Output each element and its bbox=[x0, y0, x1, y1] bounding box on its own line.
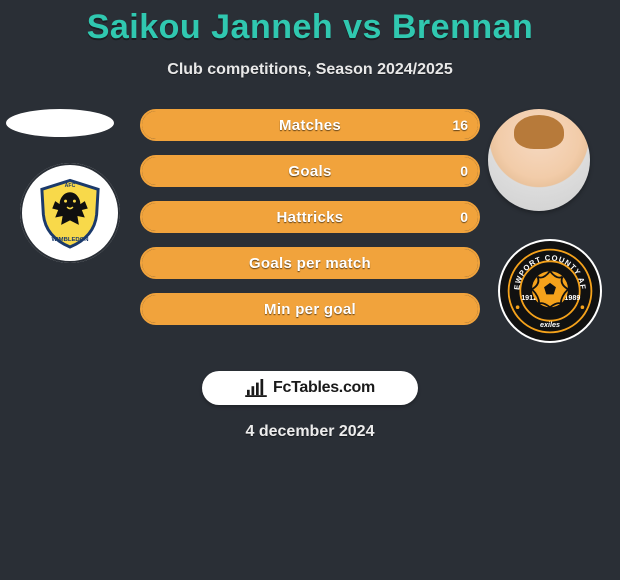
stat-bars: Matches16Goals0Hattricks0Goals per match… bbox=[140, 109, 480, 339]
club-left-crest: WIMBLEDON AFC bbox=[20, 163, 120, 263]
svg-text:WIMBLEDON: WIMBLEDON bbox=[51, 237, 88, 243]
stat-label: Matches bbox=[142, 111, 478, 139]
date-text: 4 december 2024 bbox=[0, 423, 620, 441]
bar-chart-icon bbox=[245, 379, 267, 397]
stat-value-right: 0 bbox=[460, 203, 468, 231]
stat-label: Goals per match bbox=[142, 249, 478, 277]
stat-bar-min-per-goal: Min per goal bbox=[140, 293, 480, 325]
club-left-crest-svg: WIMBLEDON AFC bbox=[33, 176, 107, 250]
stat-bar-hattricks: Hattricks0 bbox=[140, 201, 480, 233]
club-right-crest: NEWPORT COUNTY AFC 1912 1989 exiles bbox=[500, 241, 600, 341]
stat-label: Min per goal bbox=[142, 295, 478, 323]
player-right-avatar bbox=[488, 109, 590, 211]
stat-bar-goals: Goals0 bbox=[140, 155, 480, 187]
stat-bar-goals-per-match: Goals per match bbox=[140, 247, 480, 279]
page-title: Saikou Janneh vs Brennan bbox=[0, 0, 620, 47]
stat-value-right: 0 bbox=[460, 157, 468, 185]
svg-text:AFC: AFC bbox=[65, 183, 76, 189]
brand-pill: FcTables.com bbox=[202, 371, 418, 405]
comparison-area: WIMBLEDON AFC NEWPORT COUNTY AFC 1912 19… bbox=[0, 109, 620, 369]
player-left-avatar bbox=[6, 109, 114, 137]
stat-bar-matches: Matches16 bbox=[140, 109, 480, 141]
club-right-crest-svg: NEWPORT COUNTY AFC 1912 1989 exiles bbox=[505, 246, 595, 336]
stat-label: Hattricks bbox=[142, 203, 478, 231]
stat-value-right: 16 bbox=[452, 111, 468, 139]
crest-bottom-text: exiles bbox=[540, 320, 560, 329]
subtitle: Club competitions, Season 2024/2025 bbox=[0, 61, 620, 79]
brand-text: FcTables.com bbox=[273, 379, 375, 397]
stat-label: Goals bbox=[142, 157, 478, 185]
